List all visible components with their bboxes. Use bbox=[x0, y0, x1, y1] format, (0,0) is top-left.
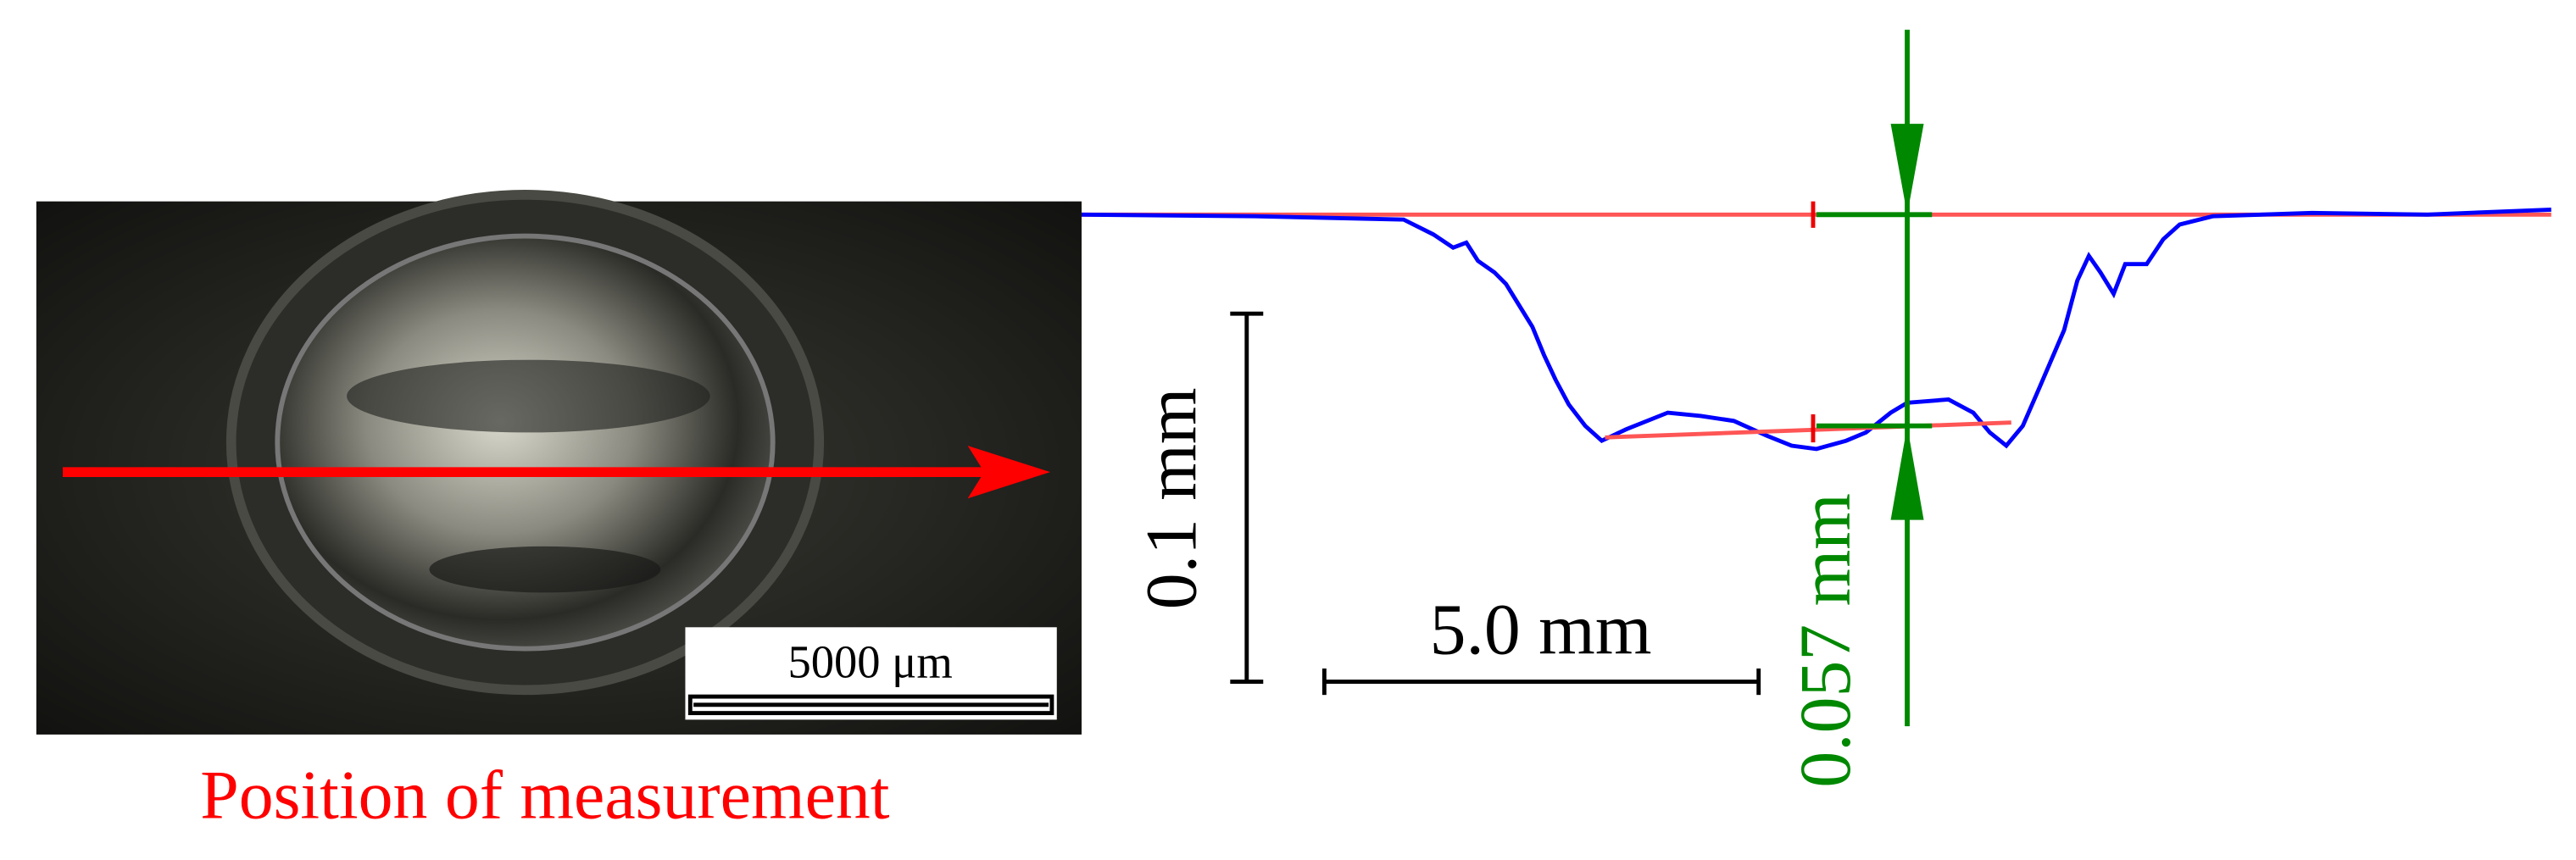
horizontal-scale-label: 5.0 mm bbox=[1430, 590, 1652, 670]
micrograph: 5000 μm bbox=[36, 190, 1082, 735]
caption: Position of measurement bbox=[200, 757, 890, 834]
scale-bar-label: 5000 μm bbox=[787, 636, 952, 688]
depth-label: 0.057 mm bbox=[1785, 493, 1866, 788]
vertical-scale-label: 0.1 mm bbox=[1132, 387, 1212, 609]
profile: 0.1 mm 5.0 mm 0.057 mm bbox=[1081, 30, 2551, 788]
